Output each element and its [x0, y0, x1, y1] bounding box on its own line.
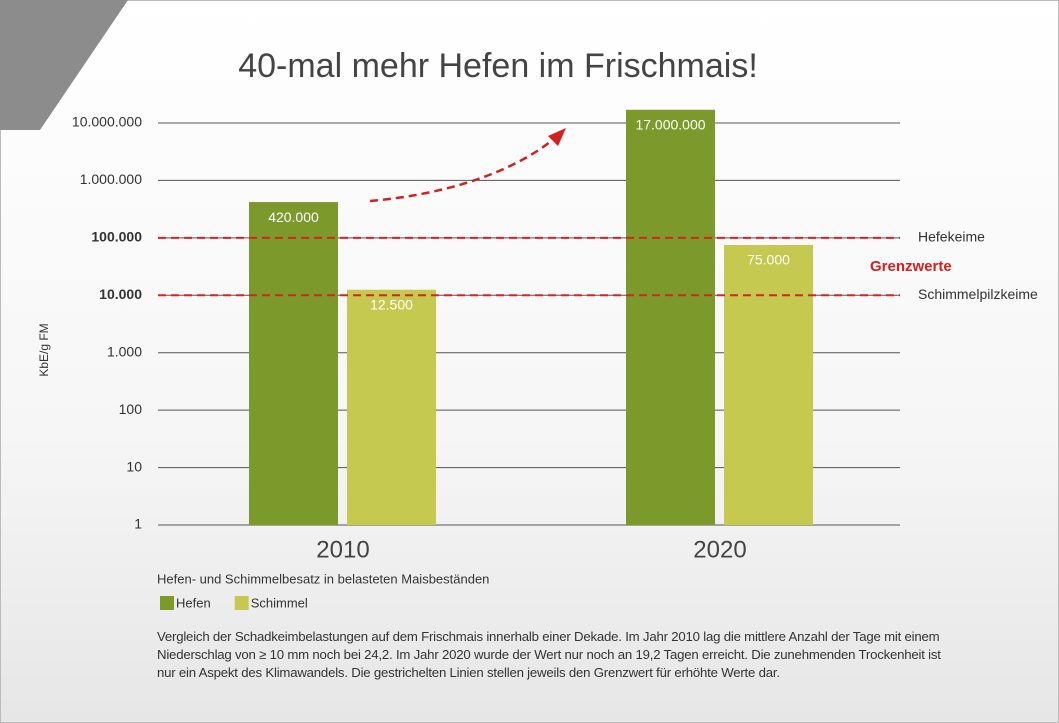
description-line: Vergleich der Schadkeimbelastungen auf d… — [157, 629, 940, 644]
bar — [626, 109, 715, 525]
y-tick-label: 10.000.000 — [72, 114, 142, 130]
y-tick-label: 1.000 — [107, 343, 142, 359]
value-label: 75.000 — [747, 252, 790, 268]
reference-label: Schimmelpilzkeime — [918, 286, 1038, 302]
x-tick-label: 2010 — [316, 536, 369, 563]
chart-title: 40-mal mehr Hefen im Frischmais! — [238, 47, 758, 85]
y-tick-label: 100.000 — [91, 229, 142, 245]
trend-arrow-head — [548, 128, 566, 146]
legend-swatch — [160, 596, 174, 610]
y-axis-label: KbE/g FM — [37, 323, 51, 376]
x-tick-label: 2020 — [693, 536, 746, 563]
legend-swatch — [234, 596, 249, 610]
reference-label: Hefekeime — [918, 229, 985, 245]
description-line: Niederschlag von ≥ 10 mm noch bei 24,2. … — [157, 647, 941, 662]
bar — [724, 245, 813, 525]
reference-group-label: Grenzwerte — [870, 258, 952, 275]
legend-label: Schimmel — [251, 595, 308, 610]
corner-decoration — [0, 0, 128, 130]
bar — [347, 289, 436, 525]
y-tick-label: 1 — [134, 516, 142, 532]
value-label: 420.000 — [268, 209, 319, 225]
y-tick-label: 10.000 — [99, 286, 142, 302]
description-line: nur ein Aspekt des Klimawandels. Die ges… — [157, 665, 780, 680]
caption: Hefen- und Schimmelbesatz in belasteten … — [157, 571, 489, 586]
y-tick-label: 1.000.000 — [80, 171, 142, 187]
trend-arrow — [369, 137, 556, 203]
legend-label: Hefen — [176, 595, 211, 610]
description: Vergleich der Schadkeimbelastungen auf d… — [157, 628, 1047, 682]
value-label: 17.000.000 — [635, 116, 705, 132]
y-tick-label: 10 — [126, 458, 142, 474]
value-label: 12.500 — [370, 296, 413, 312]
bar — [249, 202, 338, 525]
y-tick-label: 100 — [119, 401, 143, 417]
